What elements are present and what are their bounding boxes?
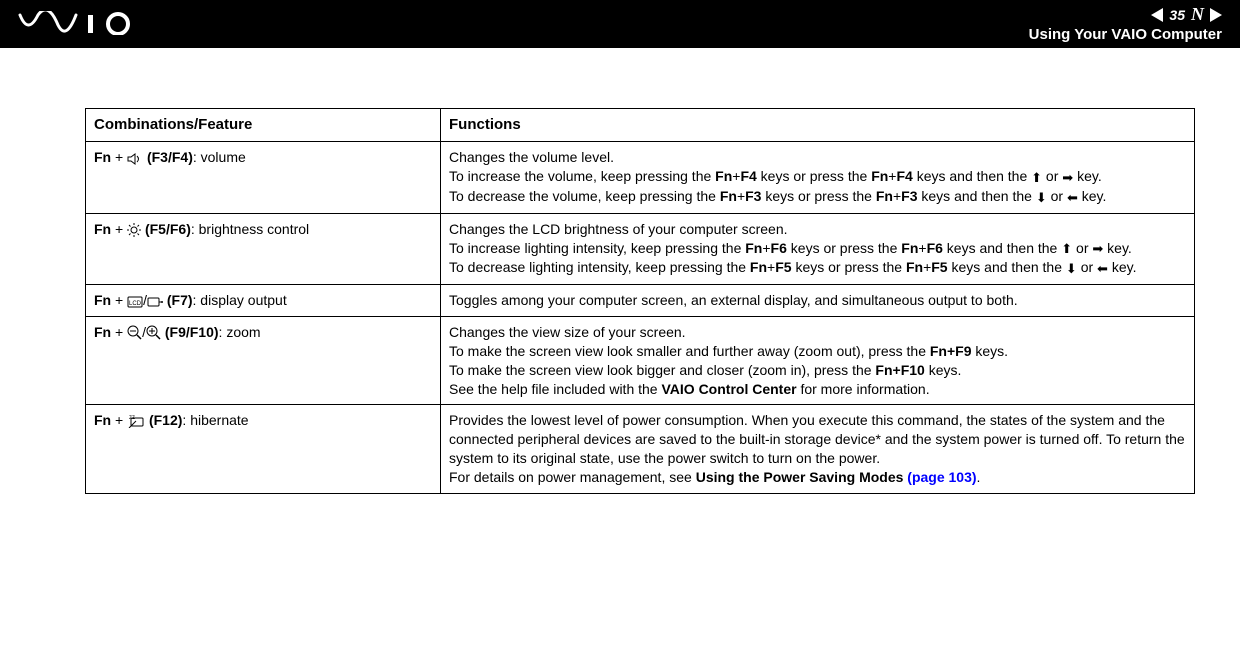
arrow-up-icon	[1061, 239, 1072, 258]
vaio-logo	[18, 11, 148, 38]
brightness-icon	[127, 223, 141, 237]
arrow-right-icon	[1092, 239, 1103, 258]
arrow-down-icon	[1066, 259, 1077, 278]
function-cell-display: Toggles among your computer screen, an e…	[441, 284, 1195, 316]
zoom-out-icon	[127, 325, 142, 340]
feature-cell-volume: Fn + (F3/F4): volume	[86, 142, 441, 213]
feature-cell-brightness: Fn + (F5/F6): brightness control	[86, 213, 441, 284]
nav-arrows: 35 N	[1151, 4, 1222, 26]
function-cell-volume: Changes the volume level. To increase th…	[441, 142, 1195, 213]
feature-cell-hibernate: Fn + zz (F12): hibernate	[86, 405, 441, 494]
lcd-icon: LCD	[127, 296, 143, 308]
feature-cell-zoom: Fn + / (F9/F10): zoom	[86, 316, 441, 405]
arrow-down-icon	[1036, 188, 1047, 207]
table-row: Fn + LCD/ (F7): display output Toggles a…	[86, 284, 1195, 316]
prev-page-arrow-icon[interactable]	[1151, 8, 1163, 22]
external-display-icon	[147, 296, 163, 308]
header-right: 35 N Using Your VAIO Computer	[1029, 4, 1222, 44]
function-cell-brightness: Changes the LCD brightness of your compu…	[441, 213, 1195, 284]
fn-key-table: Combinations/Feature Functions Fn + (F3/…	[85, 108, 1195, 494]
page-header: 35 N Using Your VAIO Computer	[0, 0, 1240, 48]
vaio-logo-svg	[18, 11, 148, 35]
arrow-up-icon	[1031, 168, 1042, 187]
function-cell-hibernate: Provides the lowest level of power consu…	[441, 405, 1195, 494]
breadcrumb: Using Your VAIO Computer	[1029, 26, 1222, 44]
page-content: Combinations/Feature Functions Fn + (F3/…	[0, 48, 1240, 494]
function-cell-zoom: Changes the view size of your screen. To…	[441, 316, 1195, 405]
page-link[interactable]: (page 103)	[907, 469, 976, 485]
svg-text:LCD: LCD	[129, 301, 142, 307]
hibernate-icon: zz	[127, 414, 145, 428]
speaker-icon	[127, 153, 143, 165]
n-glyph: N	[1191, 4, 1204, 26]
col-header-feature: Combinations/Feature	[86, 109, 441, 142]
col-header-functions: Functions	[441, 109, 1195, 142]
table-row: Fn + / (F9/F10): zoom Changes the view s…	[86, 316, 1195, 405]
arrow-left-icon	[1097, 259, 1108, 278]
table-row: Fn + zz (F12): hibernate Provides the lo…	[86, 405, 1195, 494]
table-row: Fn + (F3/F4): volume Changes the volume …	[86, 142, 1195, 213]
arrow-left-icon	[1067, 188, 1078, 207]
table-header-row: Combinations/Feature Functions	[86, 109, 1195, 142]
feature-cell-display: Fn + LCD/ (F7): display output	[86, 284, 441, 316]
fn-label: Fn	[94, 149, 111, 165]
page-number: 35	[1169, 7, 1185, 24]
arrow-right-icon	[1062, 168, 1073, 187]
table-row: Fn + (F5/F6): brightness control Changes…	[86, 213, 1195, 284]
svg-text:zz: zz	[129, 415, 135, 421]
next-page-arrow-icon[interactable]	[1210, 8, 1222, 22]
zoom-in-icon	[146, 325, 161, 340]
